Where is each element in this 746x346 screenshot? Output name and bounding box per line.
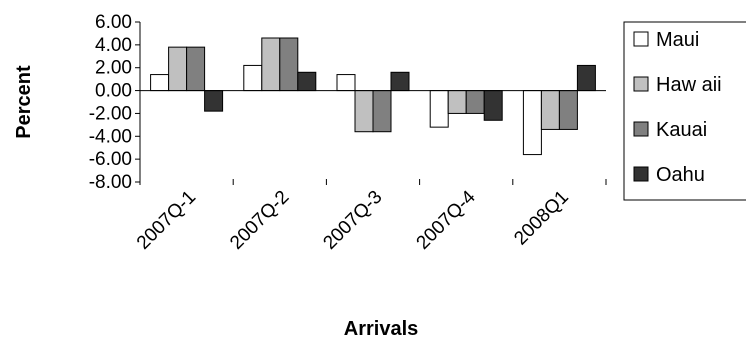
bar-oahu-2007q-1 bbox=[204, 90, 224, 112]
y-tick-label: -4.00 bbox=[89, 126, 132, 147]
bar-kauai-2007q-1 bbox=[186, 46, 206, 92]
bar-hawaii-2007q-4 bbox=[447, 90, 467, 114]
bar-kauai-2007q-3 bbox=[372, 90, 392, 133]
bar-hawaii-2008q1 bbox=[540, 90, 560, 130]
bar-hawaii-2007q-3 bbox=[354, 90, 374, 133]
bar-hawaii-2007q-1 bbox=[168, 46, 188, 92]
y-axis-title: Percent bbox=[13, 65, 35, 139]
legend-swatch-hawaii bbox=[633, 76, 649, 92]
bar-oahu-2007q-2 bbox=[297, 71, 317, 92]
bars-layer bbox=[150, 37, 596, 156]
y-tick-label: -2.00 bbox=[89, 103, 132, 124]
x-tick-label: 2007Q-4 bbox=[413, 186, 480, 253]
x-axis-title: Arrivals bbox=[344, 318, 419, 340]
bar-maui-2007q-4 bbox=[429, 90, 449, 128]
bar-oahu-2007q-3 bbox=[390, 71, 410, 92]
y-tick-label: -6.00 bbox=[89, 149, 132, 170]
legend-label-oahu: Oahu bbox=[656, 164, 705, 186]
bar-maui-2008q1 bbox=[522, 90, 542, 156]
bar-kauai-2008q1 bbox=[558, 90, 578, 130]
x-tick-label: 2007Q-3 bbox=[319, 187, 386, 254]
legend-swatch-oahu bbox=[633, 166, 649, 182]
legend-label-hawaii: Haw aii bbox=[656, 74, 722, 96]
x-tick-label: 2007Q-1 bbox=[133, 187, 200, 254]
bar-kauai-2007q-4 bbox=[465, 90, 485, 114]
legend-layer: Maui Haw aii Kauai Oahu bbox=[623, 21, 746, 201]
y-tick-label: 4.00 bbox=[95, 35, 132, 56]
legend-label-maui: Maui bbox=[656, 29, 699, 51]
y-tick-label: 0.00 bbox=[95, 81, 132, 102]
legend-swatch-kauai bbox=[633, 121, 649, 137]
y-tick-label: 2.00 bbox=[95, 58, 132, 79]
legend-label-kauai: Kauai bbox=[656, 119, 707, 141]
bar-maui-2007q-1 bbox=[150, 74, 170, 92]
x-tick-label: 2007Q-2 bbox=[226, 187, 293, 254]
bar-maui-2007q-2 bbox=[243, 64, 263, 92]
bar-maui-2007q-3 bbox=[336, 74, 356, 92]
x-tick-label: 2008Q1 bbox=[510, 187, 573, 250]
y-tick-label: 6.00 bbox=[95, 12, 132, 33]
y-tick-label: -8.00 bbox=[89, 172, 132, 193]
bar-oahu-2007q-4 bbox=[483, 90, 503, 121]
bar-kauai-2007q-2 bbox=[279, 37, 299, 92]
legend-swatch-maui bbox=[633, 31, 649, 47]
bar-oahu-2008q1 bbox=[576, 64, 596, 92]
bar-hawaii-2007q-2 bbox=[261, 37, 281, 92]
